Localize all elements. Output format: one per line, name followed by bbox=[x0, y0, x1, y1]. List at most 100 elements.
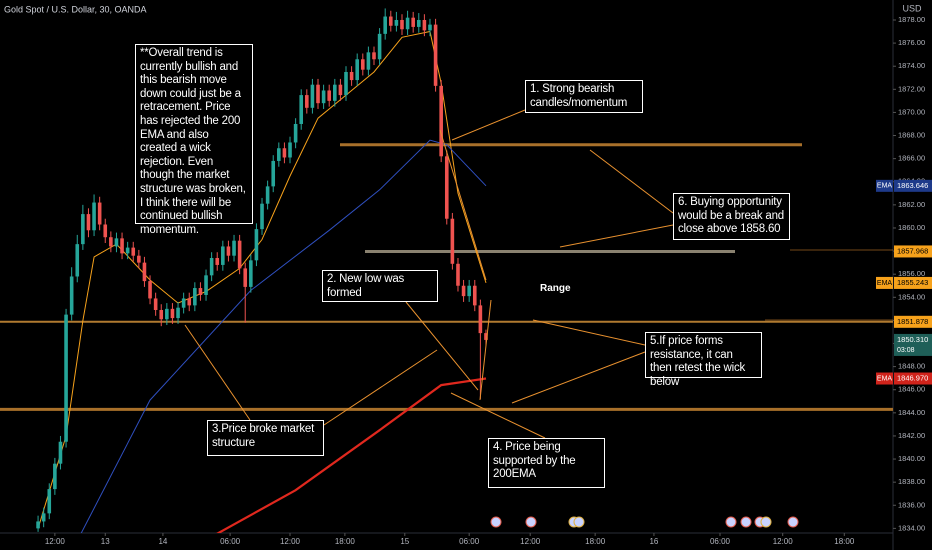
y-tick-label: 1860.00 bbox=[898, 223, 925, 232]
candle-body bbox=[299, 95, 304, 124]
arrow bbox=[532, 319, 646, 346]
candle-body bbox=[226, 246, 231, 256]
candle-body bbox=[450, 218, 455, 264]
candle-body bbox=[461, 285, 466, 297]
annotation: 3.Price broke market structure bbox=[207, 420, 324, 456]
y-tick-label: 1876.00 bbox=[898, 38, 925, 47]
candle-body bbox=[327, 90, 332, 101]
candle-body bbox=[181, 298, 186, 308]
candle-body bbox=[383, 16, 387, 34]
candle-body bbox=[170, 308, 175, 319]
candle-body bbox=[64, 314, 68, 442]
x-tick-label: 12:00 bbox=[520, 537, 541, 546]
event-icon bbox=[525, 516, 537, 528]
price-label-tag: EMA bbox=[877, 183, 893, 190]
candle-body bbox=[148, 281, 152, 299]
y-tick-label: 1866.00 bbox=[898, 154, 925, 163]
candle-body bbox=[81, 214, 85, 245]
candle-body bbox=[120, 238, 124, 254]
candle-body bbox=[131, 247, 136, 256]
candle-body bbox=[97, 202, 102, 225]
x-tick-label: 12:00 bbox=[280, 537, 301, 546]
candle-body bbox=[366, 52, 371, 70]
event-icon bbox=[740, 516, 752, 528]
candle-body bbox=[204, 275, 208, 295]
x-tick-label: 06:00 bbox=[459, 537, 480, 546]
arrow bbox=[451, 109, 526, 141]
x-tick-label: 18:00 bbox=[834, 537, 855, 546]
chart-title: Gold Spot / U.S. Dollar, 30, OANDA bbox=[4, 4, 147, 14]
candle-body bbox=[215, 258, 220, 265]
x-tick-label: 13 bbox=[101, 537, 110, 546]
price-label-tag: EMA bbox=[877, 280, 893, 287]
price-label-tag-box bbox=[876, 179, 893, 192]
candle-body bbox=[338, 84, 343, 96]
x-tick-label: 12:00 bbox=[773, 537, 794, 546]
price-label-tag: EMA bbox=[877, 375, 893, 382]
candle-body bbox=[277, 148, 281, 161]
candle-body bbox=[400, 19, 404, 30]
candle-body bbox=[405, 17, 410, 30]
candle-body bbox=[176, 307, 180, 319]
candle-body bbox=[114, 238, 119, 247]
candle-body bbox=[187, 298, 192, 306]
candle-body bbox=[288, 142, 292, 158]
y-tick-label: 1840.00 bbox=[898, 454, 925, 463]
y-tick-label: 1874.00 bbox=[898, 61, 925, 70]
y-tick-label: 1868.00 bbox=[898, 131, 925, 140]
candle-body bbox=[472, 285, 477, 306]
y-tick-label: 1870.00 bbox=[898, 107, 925, 116]
candle-body bbox=[394, 19, 399, 26]
y-tick-label: 1862.00 bbox=[898, 200, 925, 209]
candle-body bbox=[243, 268, 248, 287]
event-icon bbox=[725, 516, 737, 528]
candle-body bbox=[159, 310, 164, 320]
annotation: Range bbox=[540, 283, 571, 294]
candle-body bbox=[271, 160, 276, 187]
annotation: 6. Buying opportunity would be a break a… bbox=[673, 193, 790, 240]
event-icons bbox=[490, 516, 799, 528]
arrow bbox=[479, 299, 492, 401]
arrow bbox=[559, 224, 674, 248]
price-label-box bbox=[894, 333, 932, 356]
candle-body bbox=[467, 285, 471, 297]
candle-body bbox=[372, 52, 376, 60]
candle-body bbox=[433, 24, 438, 86]
candle-body bbox=[316, 84, 320, 104]
annotation: 2. New low was formed bbox=[322, 270, 438, 302]
candle-body bbox=[444, 156, 449, 219]
candle-body bbox=[416, 19, 421, 27]
candle-body bbox=[355, 59, 359, 81]
candle-body bbox=[41, 513, 46, 522]
event-icon bbox=[760, 516, 772, 528]
candle-body bbox=[137, 255, 141, 263]
candle-body bbox=[360, 59, 365, 70]
ema-line bbox=[216, 377, 487, 533]
candle-body bbox=[411, 17, 415, 27]
y-tick-label: 1848.00 bbox=[898, 362, 925, 371]
candle-body bbox=[53, 463, 57, 490]
annotation: 5.If price forms resistance, it can then… bbox=[645, 332, 762, 388]
candle-body bbox=[478, 305, 483, 334]
candle-body bbox=[439, 85, 443, 157]
annotation: **Overall trend is currently bullish and… bbox=[135, 44, 253, 236]
candle-body bbox=[422, 19, 427, 31]
price-label-countdown: 03:08 bbox=[897, 347, 915, 354]
price-label: 1855.243 bbox=[897, 278, 928, 287]
candle-body bbox=[237, 240, 242, 269]
price-label: 1850.310 bbox=[897, 335, 928, 344]
y-tick-label: 1854.00 bbox=[898, 292, 925, 301]
annotation: 1. Strong bearish candles/momentum bbox=[525, 80, 643, 113]
candle-body bbox=[321, 90, 326, 104]
candle-body bbox=[153, 298, 158, 311]
candle-body bbox=[260, 203, 264, 230]
candle-body bbox=[249, 260, 253, 287]
y-tick-label: 1872.00 bbox=[898, 84, 925, 93]
arrow bbox=[184, 324, 251, 421]
candle-body bbox=[428, 24, 432, 31]
y-tick-label: 1856.00 bbox=[898, 269, 925, 278]
x-tick-label: 16 bbox=[649, 537, 658, 546]
candle-body bbox=[349, 71, 354, 81]
candle-body bbox=[198, 288, 203, 295]
